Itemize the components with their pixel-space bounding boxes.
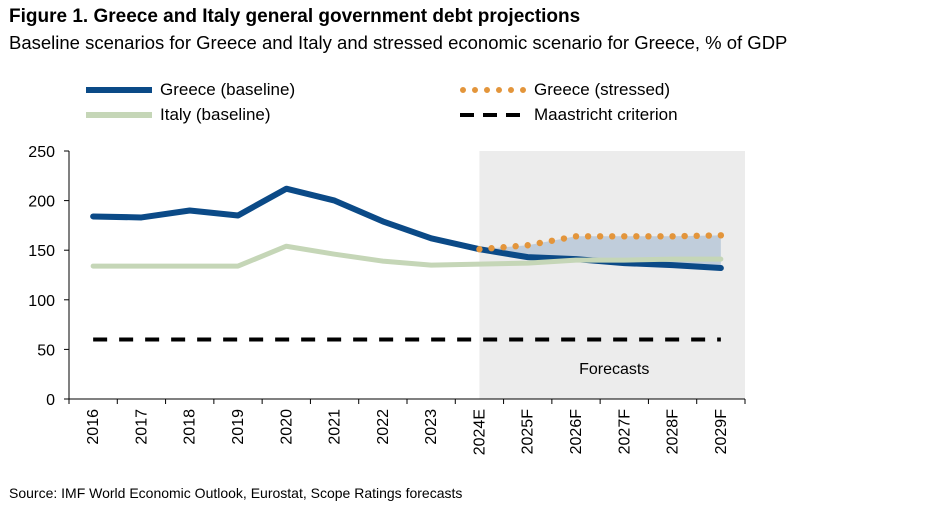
legend-swatch-greece-stressed bbox=[460, 87, 528, 93]
legend-swatch-greece-baseline bbox=[86, 87, 152, 93]
legend-label-maastricht: Maastricht criterion bbox=[534, 105, 678, 124]
x-tick-label: 2024E bbox=[471, 409, 488, 455]
x-tick-label: 2018 bbox=[182, 409, 199, 445]
forecast-label: Forecasts bbox=[579, 361, 649, 378]
dot bbox=[681, 232, 688, 240]
x-tick-label: 2029F bbox=[713, 409, 730, 455]
legend-label-greece-baseline: Greece (baseline) bbox=[160, 80, 296, 99]
x-tick-label: 2021 bbox=[327, 409, 344, 445]
source-note: Source: IMF World Economic Outlook, Euro… bbox=[9, 485, 463, 501]
dot bbox=[584, 233, 592, 240]
series-line bbox=[90, 243, 724, 269]
data-point bbox=[717, 232, 725, 239]
y-ticks: 0 50 100 150 200 250 bbox=[28, 144, 69, 409]
data-point bbox=[524, 242, 531, 249]
legend-item-maastricht: Maastricht criterion bbox=[458, 103, 678, 127]
y-tick-label: 0 bbox=[46, 392, 55, 409]
x-tick-label: 2025F bbox=[520, 409, 537, 455]
dot bbox=[609, 233, 616, 240]
dot bbox=[560, 235, 568, 242]
legend-item-greece-stressed: Greece (stressed) bbox=[458, 78, 670, 102]
legend-swatch-maastricht bbox=[460, 113, 526, 117]
legend-label-greece-stressed: Greece (stressed) bbox=[534, 80, 671, 99]
dot bbox=[645, 233, 652, 240]
dot bbox=[705, 232, 712, 239]
x-tick-label: 2027F bbox=[616, 409, 633, 455]
x-tick-label: 2026F bbox=[568, 409, 585, 455]
series-greece-stressed bbox=[476, 232, 725, 253]
x-tick-label: 2016 bbox=[85, 409, 102, 445]
data-point bbox=[669, 233, 676, 240]
x-tick-label: 2028F bbox=[665, 409, 682, 455]
forecast-region bbox=[479, 151, 745, 399]
chart-subtitle: Baseline scenarios for Greece and Italy … bbox=[9, 32, 788, 53]
dot bbox=[596, 233, 604, 240]
legend-label-italy-baseline: Italy (baseline) bbox=[160, 105, 271, 124]
data-point bbox=[476, 246, 483, 253]
dot bbox=[693, 232, 700, 240]
dot bbox=[548, 237, 556, 244]
y-tick-label: 150 bbox=[28, 243, 55, 260]
y-tick-label: 100 bbox=[28, 293, 55, 310]
legend-item-italy-baseline: Italy (baseline) bbox=[84, 103, 271, 127]
y-tick-label: 250 bbox=[28, 144, 55, 161]
series-layer bbox=[90, 185, 725, 342]
dot bbox=[500, 244, 507, 251]
data-point bbox=[621, 233, 628, 240]
x-tick-label: 2020 bbox=[278, 409, 295, 445]
data-point bbox=[572, 233, 580, 240]
legend-item-greece-baseline: Greece (baseline) bbox=[84, 78, 295, 102]
dot bbox=[488, 245, 495, 252]
dot bbox=[657, 233, 664, 240]
y-tick-label: 200 bbox=[28, 194, 55, 211]
x-tick-label: 2019 bbox=[230, 409, 247, 445]
x-ticks: 2016 2017 2018 2019 2020 2021 2022 2023 2024E 202… bbox=[68, 399, 746, 455]
dot bbox=[633, 233, 640, 240]
dot bbox=[512, 243, 519, 250]
legend-swatch-italy-baseline bbox=[86, 112, 152, 118]
x-tick-label: 2022 bbox=[375, 409, 392, 445]
chart-title: Figure 1. Greece and Italy general gover… bbox=[9, 6, 581, 27]
x-tick-label: 2023 bbox=[423, 409, 440, 445]
series-italy-baseline bbox=[90, 243, 724, 269]
x-tick-label: 2017 bbox=[133, 409, 150, 445]
y-tick-label: 50 bbox=[37, 342, 55, 359]
dot bbox=[536, 239, 543, 247]
